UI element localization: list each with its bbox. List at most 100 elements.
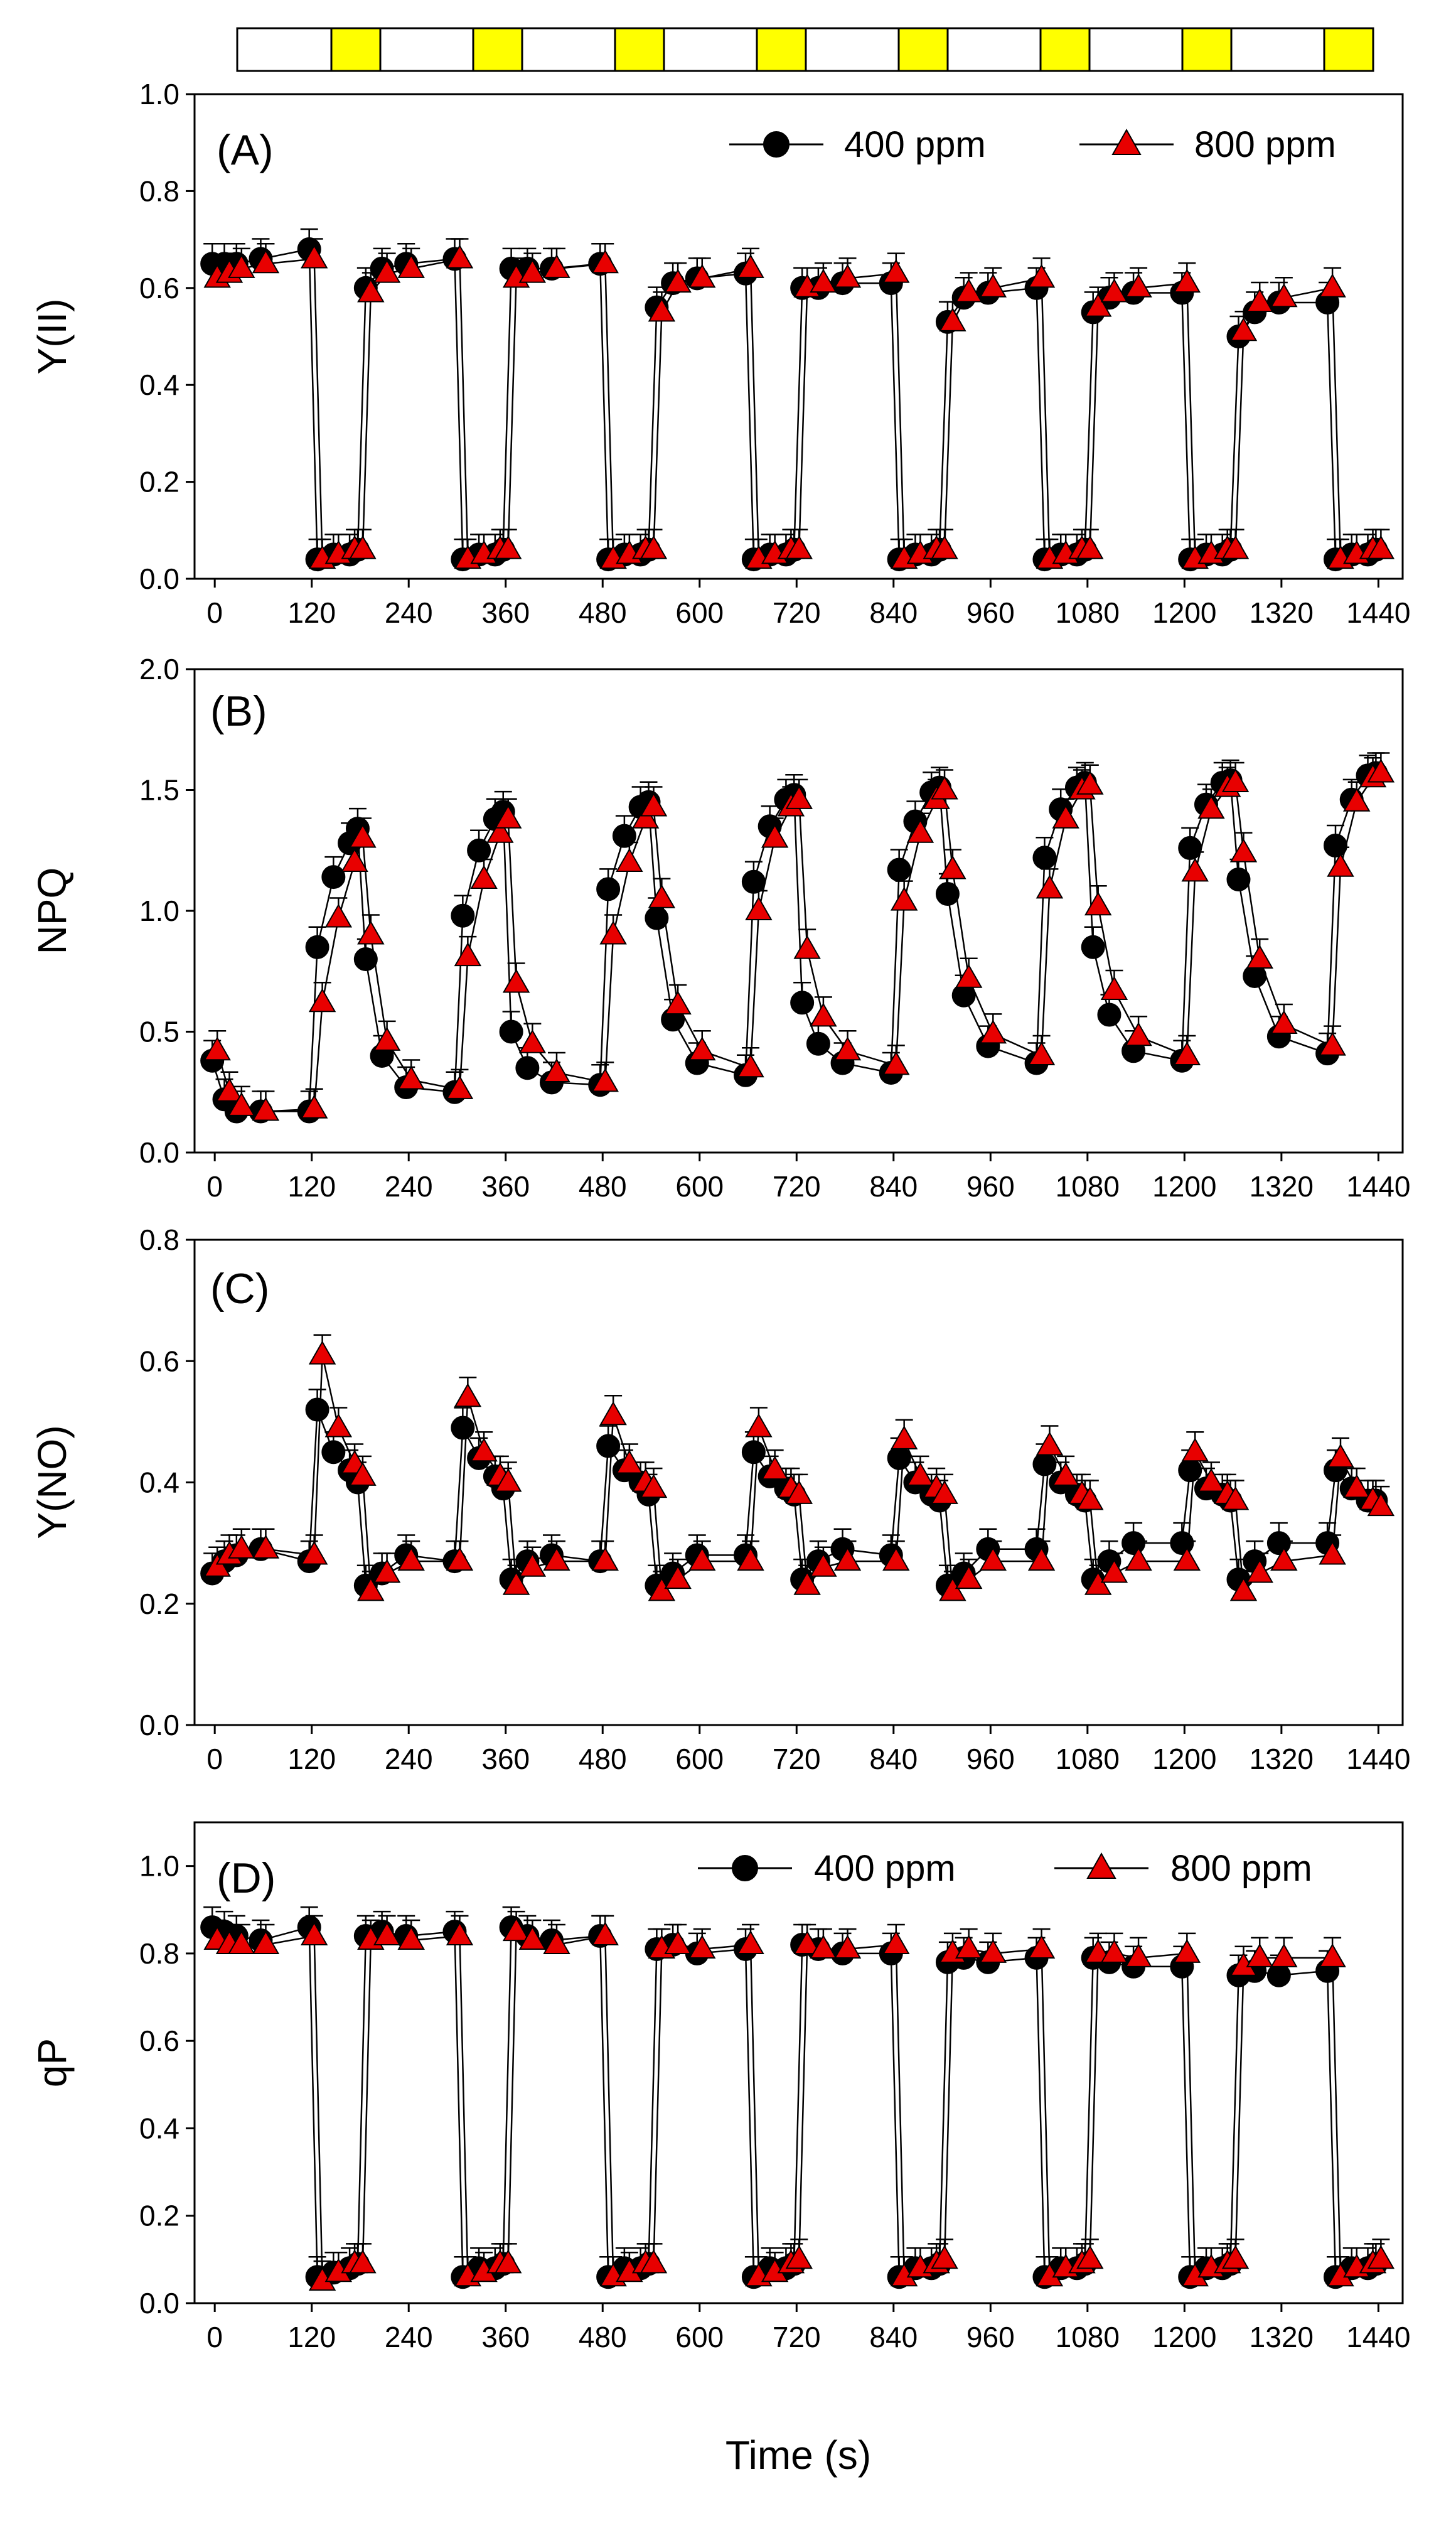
panel-a-label: (A) bbox=[217, 126, 274, 174]
data-point-400ppm bbox=[790, 991, 815, 1015]
data-point-800ppm bbox=[737, 1930, 764, 1954]
data-point-800ppm bbox=[373, 259, 401, 283]
x-tick-label: 1320 bbox=[1250, 1170, 1314, 1203]
data-point-800ppm bbox=[543, 1930, 570, 1954]
data-point-800ppm bbox=[1246, 1943, 1273, 1967]
data-point-800ppm bbox=[502, 969, 530, 993]
panel-a-y-axis-label: Y(II) bbox=[29, 299, 75, 375]
data-point-400ppm bbox=[1266, 1531, 1291, 1556]
x-tick-label: 720 bbox=[773, 2321, 821, 2353]
data-point-800ppm bbox=[1181, 1438, 1209, 1462]
data-point-800ppm bbox=[1229, 317, 1258, 341]
legend-d-marker-400 bbox=[732, 1855, 758, 1881]
data-point-800ppm bbox=[737, 254, 764, 278]
data-point-800ppm bbox=[631, 804, 660, 829]
x-tick-label: 840 bbox=[869, 2321, 918, 2353]
y-tick-label: 1.0 bbox=[139, 895, 179, 927]
data-point-800ppm bbox=[1076, 535, 1104, 559]
data-point-800ppm bbox=[1036, 874, 1064, 899]
data-point-800ppm bbox=[833, 1547, 862, 1571]
x-tick-label: 360 bbox=[481, 596, 530, 629]
x-tick-label: 1440 bbox=[1346, 1170, 1410, 1203]
data-point-800ppm bbox=[495, 1468, 522, 1492]
data-point-400ppm bbox=[1097, 1002, 1121, 1027]
data-point-800ppm bbox=[373, 1026, 401, 1051]
data-point-400ppm bbox=[741, 1440, 766, 1465]
y-tick-label: 0.0 bbox=[139, 2287, 179, 2319]
data-point-800ppm bbox=[1173, 269, 1201, 293]
data-point-800ppm bbox=[688, 1547, 716, 1571]
dark-segment bbox=[946, 27, 1042, 72]
data-point-800ppm bbox=[1076, 1486, 1104, 1510]
x-tick-label: 120 bbox=[287, 596, 336, 629]
data-point-800ppm bbox=[1221, 768, 1250, 792]
x-tick-label: 600 bbox=[675, 1743, 724, 1775]
data-point-800ppm bbox=[215, 1077, 244, 1102]
data-point-800ppm bbox=[357, 1577, 385, 1601]
y-tick-label: 0.4 bbox=[139, 2112, 179, 2144]
x-tick-label: 1080 bbox=[1056, 1743, 1120, 1775]
data-point-800ppm bbox=[591, 1547, 619, 1571]
data-point-800ppm bbox=[591, 249, 619, 274]
data-point-800ppm bbox=[939, 307, 966, 331]
data-point-800ppm bbox=[640, 2249, 668, 2274]
dark-segment bbox=[521, 27, 616, 72]
panel-b-label: (B) bbox=[210, 687, 267, 735]
x-tick-label: 120 bbox=[287, 1743, 336, 1775]
data-point-400ppm bbox=[887, 1446, 911, 1470]
x-tick-label: 1440 bbox=[1346, 2321, 1410, 2353]
data-point-800ppm bbox=[1319, 1540, 1346, 1565]
data-point-800ppm bbox=[1027, 1547, 1056, 1571]
dark-segment bbox=[663, 27, 758, 72]
data-point-800ppm bbox=[1229, 838, 1258, 863]
dark-segment bbox=[1088, 27, 1184, 72]
data-point-800ppm bbox=[810, 1934, 837, 1959]
data-point-800ppm bbox=[454, 1383, 482, 1407]
y-tick-label: 0.2 bbox=[139, 466, 179, 498]
data-point-800ppm bbox=[495, 2249, 522, 2274]
x-tick-label: 240 bbox=[385, 2321, 433, 2353]
data-point-800ppm bbox=[1246, 288, 1273, 312]
data-point-800ppm bbox=[495, 535, 522, 559]
data-point-800ppm bbox=[495, 804, 522, 829]
data-point-800ppm bbox=[1319, 1031, 1346, 1056]
data-point-800ppm bbox=[882, 1051, 910, 1075]
data-point-800ppm bbox=[737, 1547, 764, 1571]
data-point-800ppm bbox=[397, 254, 425, 278]
legend-d-label-800: 800 ppm bbox=[1170, 1848, 1312, 1889]
series-line-800ppm bbox=[217, 1930, 1381, 2283]
data-point-800ppm bbox=[543, 1547, 570, 1571]
data-point-800ppm bbox=[979, 1547, 1007, 1571]
data-point-400ppm bbox=[1081, 935, 1105, 959]
x-tick-label: 1440 bbox=[1346, 596, 1410, 629]
data-point-800ppm bbox=[810, 269, 837, 293]
data-point-800ppm bbox=[664, 991, 692, 1015]
data-point-800ppm bbox=[1270, 1943, 1298, 1967]
x-tick-label: 1320 bbox=[1250, 1743, 1314, 1775]
data-point-800ppm bbox=[341, 847, 368, 872]
data-point-400ppm bbox=[305, 935, 329, 959]
data-point-800ppm bbox=[664, 1930, 692, 1954]
dark-segment bbox=[379, 27, 474, 72]
data-point-800ppm bbox=[1270, 1009, 1298, 1034]
data-point-800ppm bbox=[1076, 2245, 1104, 2269]
data-point-800ppm bbox=[1197, 1468, 1225, 1492]
x-tick-label: 960 bbox=[966, 2321, 1015, 2353]
dark-segment bbox=[1230, 27, 1325, 72]
data-point-800ppm bbox=[454, 942, 482, 967]
data-point-800ppm bbox=[518, 1552, 547, 1577]
data-point-800ppm bbox=[1319, 1943, 1346, 1967]
data-point-800ppm bbox=[1027, 1934, 1056, 1959]
data-point-800ppm bbox=[1181, 857, 1209, 882]
data-point-800ppm bbox=[833, 1934, 862, 1959]
panel-d-frame bbox=[193, 1821, 1404, 2304]
data-point-400ppm bbox=[596, 877, 621, 901]
data-point-800ppm bbox=[1052, 804, 1079, 829]
data-point-800ppm bbox=[1173, 1547, 1201, 1571]
data-point-400ppm bbox=[1121, 1531, 1146, 1556]
data-point-800ppm bbox=[308, 1340, 336, 1365]
legend-a-label-800: 800 ppm bbox=[1194, 124, 1336, 165]
data-point-800ppm bbox=[357, 920, 385, 945]
data-point-800ppm bbox=[955, 1934, 983, 1959]
y-tick-label: 0.8 bbox=[139, 1223, 179, 1256]
